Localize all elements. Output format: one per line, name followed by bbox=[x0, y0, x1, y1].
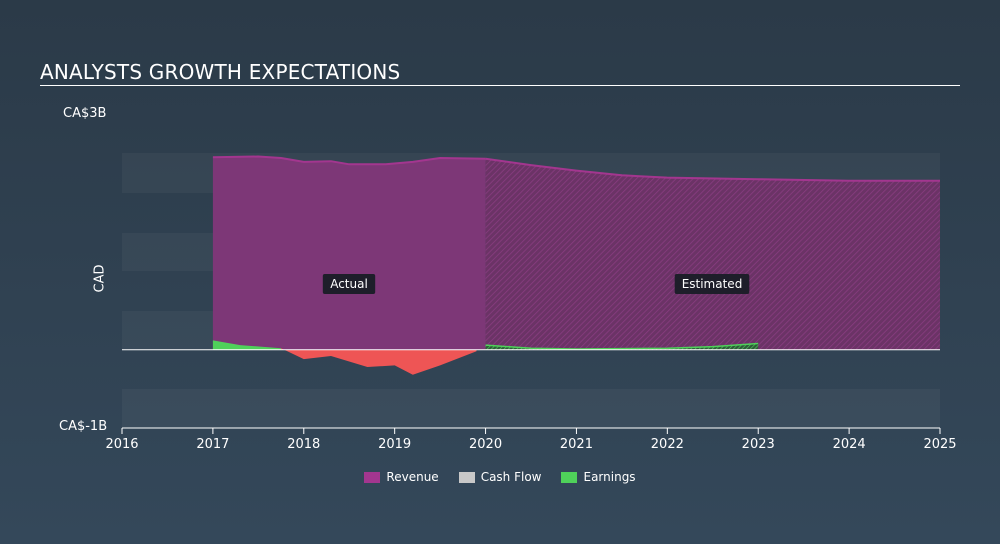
legend-swatch bbox=[458, 471, 475, 483]
legend-swatch bbox=[561, 471, 578, 483]
x-tick-label-2021: 2021 bbox=[560, 437, 593, 452]
earnings-area-negative bbox=[281, 348, 477, 375]
x-tick-label-2017: 2017 bbox=[196, 437, 229, 452]
legend-swatch bbox=[364, 471, 381, 483]
x-tick-label-2020: 2020 bbox=[469, 437, 502, 452]
x-tick-label-2024: 2024 bbox=[833, 437, 866, 452]
x-tick-label-2019: 2019 bbox=[378, 437, 411, 452]
revenue-area-actual bbox=[212, 156, 486, 350]
legend-label: Earnings bbox=[583, 470, 636, 484]
legend-label: Cash Flow bbox=[480, 470, 542, 484]
chart-title: ANALYSTS GROWTH EXPECTATIONS bbox=[40, 60, 401, 84]
legend-item-earnings[interactable]: Earnings bbox=[561, 470, 636, 484]
revenue-line-estimated bbox=[485, 157, 940, 182]
grid-band-3 bbox=[122, 389, 940, 428]
estimated-label: Estimated bbox=[674, 274, 750, 294]
legend-item-cash-flow[interactable]: Cash Flow bbox=[458, 470, 542, 484]
earnings-line-estimated bbox=[485, 342, 759, 350]
legend-item-revenue[interactable]: Revenue bbox=[364, 470, 439, 484]
y-max-label: CA$3B bbox=[63, 106, 107, 121]
actual-label: Actual bbox=[322, 274, 376, 294]
title-divider bbox=[40, 85, 960, 86]
legend-label: Revenue bbox=[386, 470, 439, 484]
x-tick-label-2023: 2023 bbox=[742, 437, 775, 452]
revenue-area-estimated bbox=[485, 158, 940, 350]
svg-text:Estimated: Estimated bbox=[682, 277, 743, 291]
x-tick-label-2022: 2022 bbox=[651, 437, 684, 452]
earnings-area-estimated bbox=[485, 343, 759, 350]
chart-legend: Revenue Cash Flow Earnings bbox=[0, 470, 1000, 484]
x-tick-label-2016: 2016 bbox=[105, 437, 138, 452]
y-min-label: CA$-1B bbox=[59, 419, 108, 434]
earnings-area-positive bbox=[212, 340, 282, 350]
svg-text:Actual: Actual bbox=[330, 277, 368, 291]
revenue-line-actual bbox=[212, 155, 486, 166]
x-tick-label-2025: 2025 bbox=[923, 437, 956, 452]
x-tick-label-2018: 2018 bbox=[287, 437, 320, 452]
